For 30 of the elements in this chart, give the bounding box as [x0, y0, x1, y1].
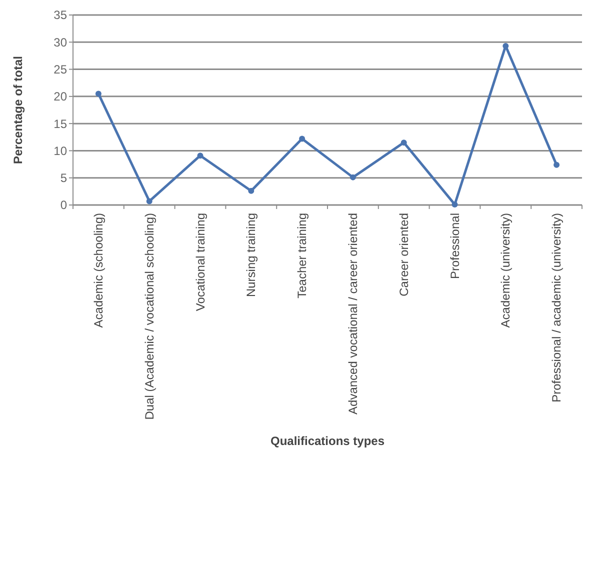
point [502, 42, 509, 49]
x-tick-label: Professional / academic (university) [550, 213, 564, 402]
x-tick-label: Career oriented [396, 213, 411, 296]
point [146, 198, 152, 204]
y-tick-label: 10 [54, 144, 68, 158]
point [554, 162, 560, 168]
x-tick-label: Vocational training [193, 213, 208, 312]
x-tick-label: Academic (university) [498, 213, 513, 328]
y-axis-title: Percentage of total [11, 56, 25, 164]
x-tick-label: Nursing training [244, 213, 258, 298]
x-tick-label: Advanced vocational / career oriented [346, 213, 360, 414]
y-tick-label: 25 [54, 62, 68, 76]
point [248, 188, 254, 194]
point [400, 140, 407, 146]
x-tick-label: Professional [448, 213, 462, 280]
x-tick-label: Teacher training [295, 213, 310, 298]
y-tick-label: 20 [54, 90, 68, 104]
point [350, 174, 356, 180]
x-tick-label: Dual (Academic / vocational schooling) [142, 212, 156, 420]
y-tick-label: 15 [54, 116, 68, 131]
point [452, 201, 458, 208]
y-tick-label: 5 [60, 171, 68, 186]
point [299, 136, 306, 142]
y-tick-label: 0 [60, 198, 68, 212]
x-tick-label: Academic (schooling) [91, 213, 106, 328]
y-tick-label: 30 [54, 35, 68, 50]
point [95, 90, 102, 97]
y-tick-label: 35 [54, 8, 68, 22]
x-axis-title: Qualifications types [270, 434, 385, 448]
point [197, 152, 204, 159]
